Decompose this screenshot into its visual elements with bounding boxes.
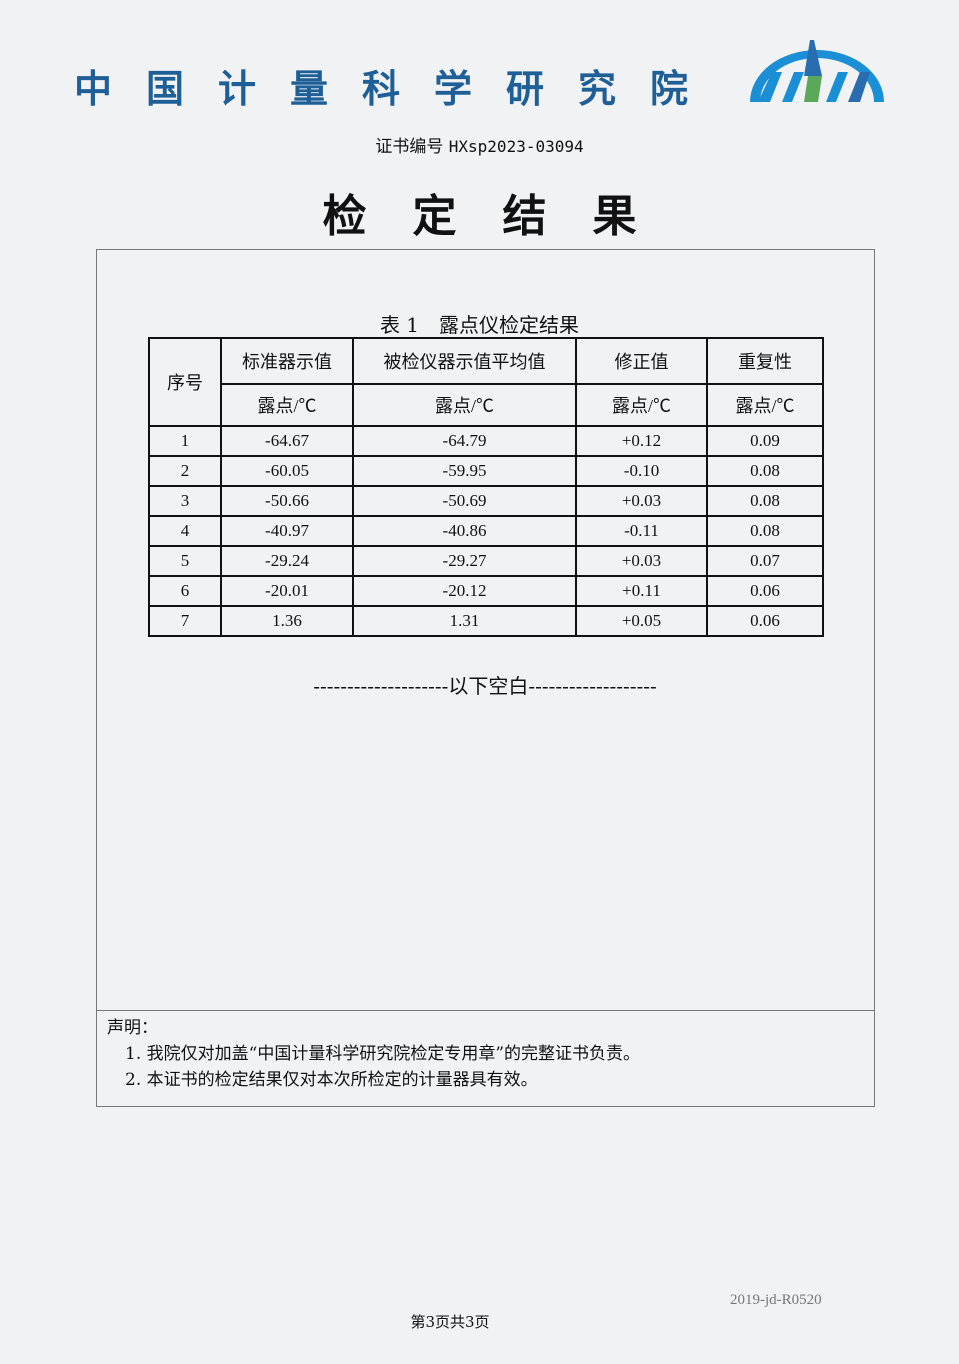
col-header-index: 序号 — [148, 337, 222, 427]
table-cell: 0.09 — [706, 425, 824, 457]
org-name: 中国计量科学研究院 — [74, 66, 723, 111]
table-row: 6 -20.01 -20.12 +0.11 0.06 — [148, 575, 824, 607]
unit: 露点/℃ — [706, 383, 824, 427]
blank-below-note: --------------------以下空白----------------… — [313, 674, 657, 698]
table-cell: +0.03 — [575, 485, 708, 517]
table-row: 1 -64.67 -64.79 +0.12 0.09 — [148, 425, 824, 457]
results-table: 序号 标准器示值 被检仪器示值平均值 修正值 重复性 露点/℃ 露点/℃ 露点/… — [148, 337, 824, 637]
page-title: 检定结果 — [322, 191, 683, 242]
col-header-repeatability: 重复性 — [706, 337, 824, 385]
declaration-item: 1. 我院仅对加盖“中国计量科学研究院检定专用章”的完整证书负责。 — [125, 1044, 641, 1064]
divider — [96, 1010, 875, 1011]
table-row: 4 -40.97 -40.86 -0.11 0.08 — [148, 515, 824, 547]
table-cell: -40.97 — [220, 515, 354, 547]
table-cell: 7 — [148, 605, 222, 637]
table-row: 5 -29.24 -29.27 +0.03 0.07 — [148, 545, 824, 577]
unit: 露点/℃ — [575, 383, 708, 427]
table-cell: -59.95 — [352, 455, 577, 487]
col-header-measured: 被检仪器示值平均值 — [352, 337, 577, 385]
table-cell: -20.12 — [352, 575, 577, 607]
table-cell: 0.08 — [706, 455, 824, 487]
table-cell: -20.01 — [220, 575, 354, 607]
table-cell: 6 — [148, 575, 222, 607]
table-cell: 5 — [148, 545, 222, 577]
table-cell: -50.69 — [352, 485, 577, 517]
table-cell: 1.31 — [352, 605, 577, 637]
table-cell: 4 — [148, 515, 222, 547]
page-number: 第3页共3页 — [410, 1313, 490, 1331]
table-row: 7 1.36 1.31 +0.05 0.06 — [148, 605, 824, 637]
table-cell: +0.12 — [575, 425, 708, 457]
table-cell: 0.06 — [706, 575, 824, 607]
table-cell: 1.36 — [220, 605, 354, 637]
table-cell: -29.27 — [352, 545, 577, 577]
cert-no-value: HXsp2023-03094 — [448, 137, 584, 156]
table-cell: -0.11 — [575, 515, 708, 547]
declaration: 声明： 1. 我院仅对加盖“中国计量科学研究院检定专用章”的完整证书负责。 2.… — [107, 1015, 640, 1093]
table-row: 3 -50.66 -50.69 +0.03 0.08 — [148, 485, 824, 517]
table-cell: -64.79 — [352, 425, 577, 457]
form-code: 2019-jd-R0520 — [730, 1292, 822, 1308]
table-cell: -50.66 — [220, 485, 354, 517]
table-cell: -0.10 — [575, 455, 708, 487]
nim-logo — [750, 40, 884, 102]
results-frame — [96, 249, 875, 1107]
table-cell: 2 — [148, 455, 222, 487]
table-cell: 0.07 — [706, 545, 824, 577]
table-cell: +0.03 — [575, 545, 708, 577]
table-cell: -40.86 — [352, 515, 577, 547]
table-cell: 3 — [148, 485, 222, 517]
unit: 露点/℃ — [220, 383, 354, 427]
table-cell: 0.08 — [706, 515, 824, 547]
table-caption: 表 1 露点仪检定结果 — [379, 313, 580, 337]
col-header-correction: 修正值 — [575, 337, 708, 385]
cert-no-label: 证书编号 — [375, 137, 444, 157]
certificate-number: 证书编号 HXsp2023-03094 — [0, 132, 959, 157]
declaration-item: 2. 本证书的检定结果仅对本次所检定的计量器具有效。 — [125, 1070, 538, 1090]
col-header-standard: 标准器示值 — [220, 337, 354, 385]
table-cell: +0.05 — [575, 605, 708, 637]
table-cell: -60.05 — [220, 455, 354, 487]
table-cell: -64.67 — [220, 425, 354, 457]
table-cell: +0.11 — [575, 575, 708, 607]
declaration-title: 声明： — [107, 1018, 158, 1038]
unit: 露点/℃ — [352, 383, 577, 427]
table-cell: 0.08 — [706, 485, 824, 517]
table-cell: -29.24 — [220, 545, 354, 577]
table-row: 2 -60.05 -59.95 -0.10 0.08 — [148, 455, 824, 487]
table-cell: 0.06 — [706, 605, 824, 637]
table-cell: 1 — [148, 425, 222, 457]
